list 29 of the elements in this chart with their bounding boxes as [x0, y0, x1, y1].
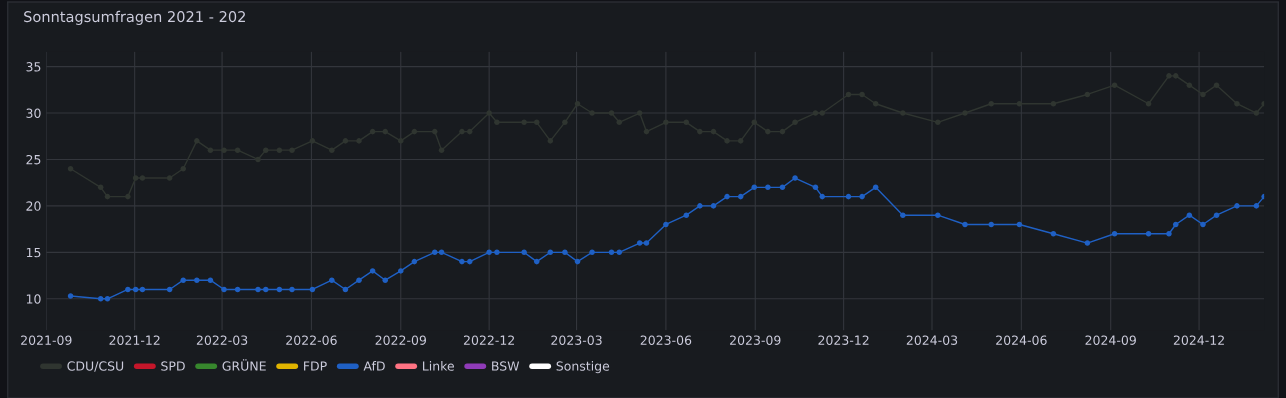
- x-tick-label: 2024-06: [996, 335, 1047, 345]
- x-tick-label: 2022-06: [286, 335, 337, 345]
- legend-label: SPD: [161, 361, 185, 371]
- x-tick-label: 2023-12: [818, 335, 869, 345]
- y-tick-label: 30: [26, 108, 41, 118]
- legend-label: GRÜNE: [222, 359, 266, 371]
- x-tick-label: 2022-12: [463, 335, 515, 345]
- x-tick-label: 2021-12: [109, 335, 160, 345]
- x-tick-label: 2021-09: [21, 335, 72, 345]
- y-tick-label: 20: [26, 201, 41, 211]
- x-tick-label: 2024-12: [1173, 335, 1224, 345]
- y-tick-label: 35: [26, 62, 41, 72]
- x-tick-label: 2023-09: [730, 335, 781, 345]
- y-tick-label: 25: [26, 154, 41, 165]
- x-tick-label: 2022-09: [375, 335, 427, 345]
- legend-label: Sonstige: [556, 361, 610, 374]
- x-tick-label: 2023-03: [551, 335, 602, 345]
- x-tick-label: 2022-03: [196, 335, 248, 345]
- y-tick-label: 15: [26, 247, 41, 258]
- chart-title: Sonntagsumfragen 2021 - 202: [24, 10, 245, 25]
- legend-label: AfD: [363, 361, 385, 371]
- legend-label: FDP: [304, 361, 327, 371]
- legend-label: CDU/CSU: [67, 361, 124, 372]
- x-tick-label: 2024-03: [906, 335, 958, 345]
- legend-label: BSW: [492, 361, 520, 371]
- x-tick-label: 2023-06: [640, 335, 692, 345]
- x-tick-label: 2024-09: [1085, 335, 1136, 345]
- y-tick-label: 10: [26, 294, 41, 304]
- legend-label: Linke: [423, 361, 454, 371]
